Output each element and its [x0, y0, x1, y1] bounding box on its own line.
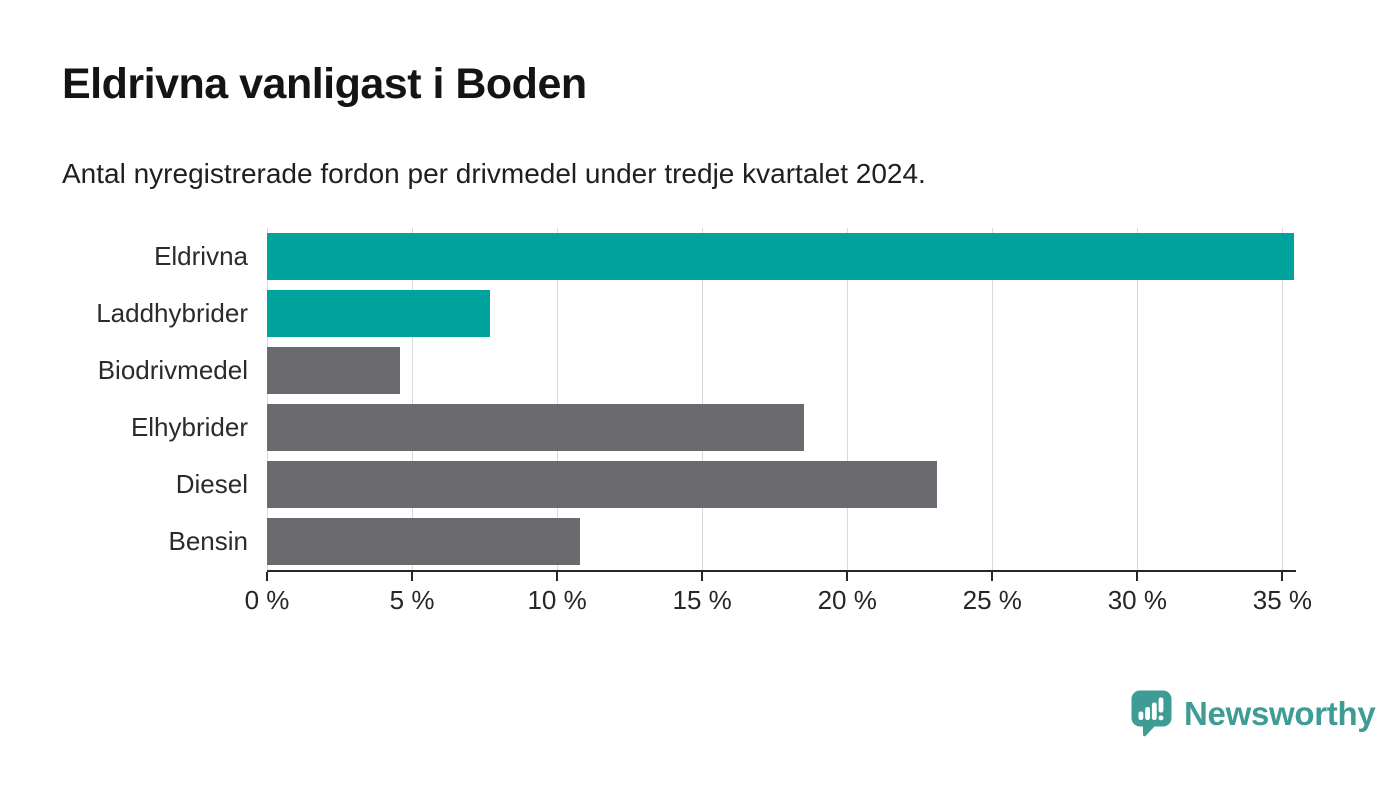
- category-label-bensin: Bensin: [168, 526, 249, 556]
- speech-bubble-bar-chart-icon: [1131, 690, 1172, 737]
- chart-title: Eldrivna vanligast i Boden: [62, 60, 587, 108]
- axis-tick-10: [556, 572, 559, 581]
- axis-tick-label-5: 5 %: [389, 585, 435, 615]
- category-label-biodrivmedel: Biodrivmedel: [97, 355, 248, 385]
- axis-tick-35: [1281, 572, 1284, 581]
- axis-tick-20: [846, 572, 849, 581]
- category-label-eldrivna: Eldrivna: [154, 241, 248, 271]
- axis-tick-25: [991, 572, 994, 581]
- bar-biodrivmedel: [267, 347, 401, 394]
- logo-text: Newsworthy: [1184, 694, 1376, 732]
- chart-subtitle: Antal nyregistrerade fordon per drivmede…: [62, 158, 926, 189]
- bar-elhybrider: [267, 404, 804, 451]
- gridline-25: [992, 228, 994, 570]
- axis-tick-label-0: 0 %: [244, 585, 290, 615]
- bar-eldrivna: [267, 233, 1294, 280]
- category-label-column: Eldrivna Laddhybrider Biodrivmedel Elhybrid…: [0, 228, 248, 570]
- bar-bensin: [267, 518, 581, 565]
- axis-tick-0: [266, 572, 268, 581]
- gridline-35: [1282, 228, 1284, 570]
- axis-tick-label-25: 25 %: [962, 585, 1022, 615]
- newsworthy-logo: Newsworthy: [1131, 690, 1376, 737]
- x-axis-line: [267, 570, 1296, 572]
- axis-tick-5: [411, 572, 414, 581]
- axis-tick-label-20: 20 %: [817, 585, 877, 615]
- gridline-0: [267, 228, 268, 570]
- category-label-elhybrider: Elhybrider: [130, 412, 248, 442]
- gridline-5: [412, 228, 414, 570]
- axis-tick-15: [701, 572, 704, 581]
- axis-tick-label-15: 15 %: [672, 585, 732, 615]
- plot-area: [267, 228, 1294, 570]
- axis-tick-30: [1136, 572, 1139, 581]
- gridline-30: [1137, 228, 1139, 570]
- gridline-15: [702, 228, 704, 570]
- bar-diesel: [267, 461, 938, 508]
- gridline-20: [847, 228, 849, 570]
- axis-tick-label-10: 10 %: [527, 585, 587, 615]
- bar-laddhybrider: [267, 290, 491, 337]
- axis-tick-label-35: 35 %: [1252, 585, 1313, 615]
- category-label-laddhybrider: Laddhybrider: [96, 298, 248, 328]
- axis-tick-label-30: 30 %: [1107, 585, 1167, 615]
- gridline-10: [557, 228, 559, 570]
- category-label-diesel: Diesel: [175, 469, 248, 499]
